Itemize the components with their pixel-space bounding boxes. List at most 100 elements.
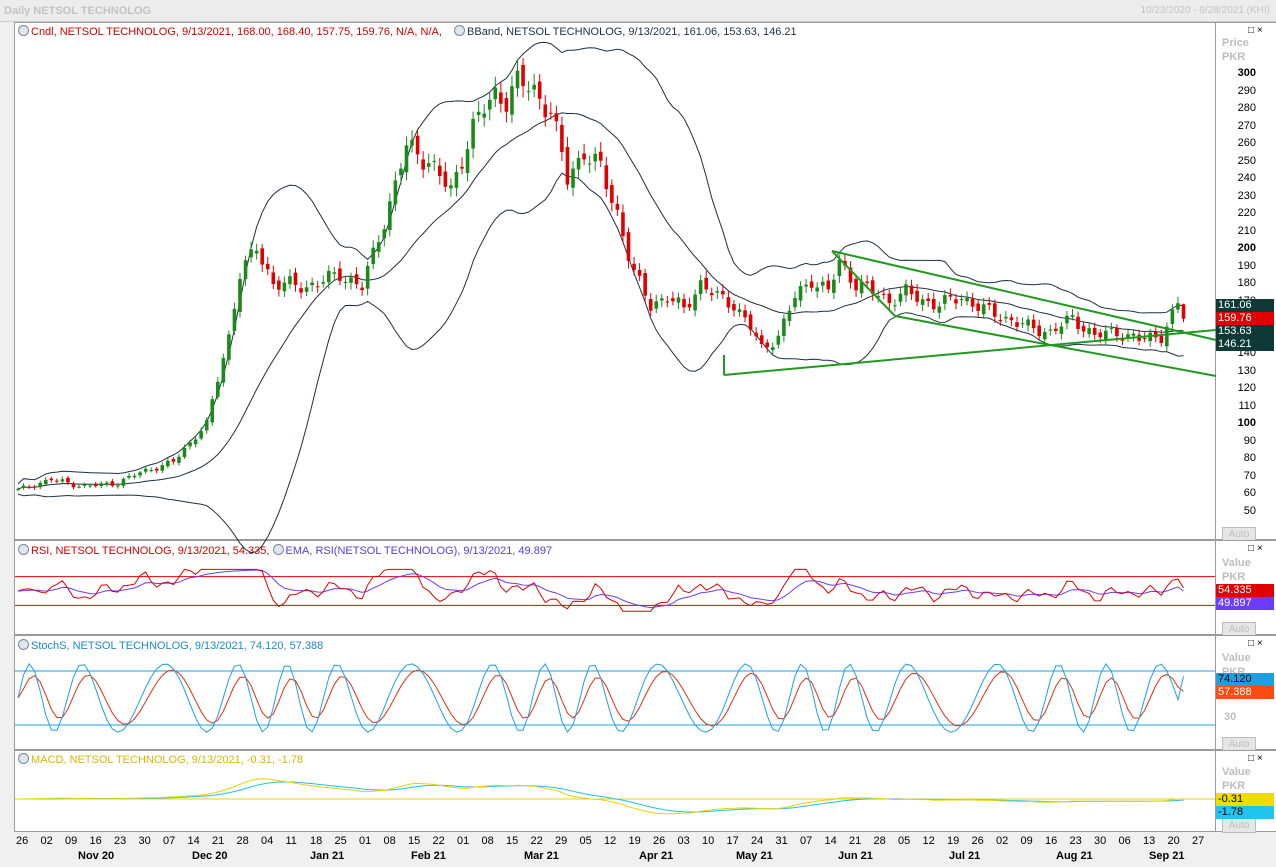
candle-body	[987, 302, 992, 305]
candle-body	[854, 278, 858, 291]
date-tick-label: 09	[65, 835, 78, 847]
rsi-pane[interactable]	[14, 540, 1216, 635]
stoch-level-label: 30	[1224, 711, 1237, 723]
candle-body	[105, 482, 109, 485]
price-pane[interactable]	[14, 22, 1216, 540]
date-tick-label: 28	[873, 835, 886, 847]
candle-body	[1142, 337, 1147, 339]
candle-body	[321, 282, 326, 284]
auto-button[interactable]: Auto	[1222, 737, 1256, 752]
date-tick-label: 21	[849, 835, 862, 847]
candle-body	[282, 282, 287, 292]
candle-body	[931, 298, 936, 310]
candle-body	[271, 272, 276, 285]
candle-body	[820, 281, 825, 286]
candle-body	[537, 81, 542, 99]
pane-window-buttons[interactable]: □ ×	[1248, 543, 1263, 554]
indicator-settings-icon[interactable]	[18, 639, 29, 650]
candle-body	[476, 111, 481, 116]
candle-body	[1070, 315, 1075, 317]
price-tick-label: 100	[1237, 417, 1256, 430]
indicator-settings-icon[interactable]	[18, 25, 29, 36]
candle-body	[976, 303, 980, 311]
date-tick-label: 10	[702, 835, 715, 847]
price-tick-label: 180	[1237, 277, 1256, 290]
date-tick-label: 02	[996, 835, 1009, 847]
candle-body	[637, 270, 642, 276]
stoch-pane[interactable]	[14, 635, 1216, 750]
candle-body	[21, 485, 26, 488]
candle-body	[1042, 332, 1047, 340]
indicator-settings-icon[interactable]	[18, 753, 29, 764]
candle-body	[715, 291, 720, 293]
date-tick-label: 16	[1045, 835, 1058, 847]
rsi-line	[17, 568, 1184, 612]
date-axis[interactable]: 26 02 09 16 23 30 07 14 21 28 04 11 18 25 01 08 15 22 01 08…	[14, 832, 1216, 867]
pane-window-buttons[interactable]: □ ×	[1248, 25, 1263, 36]
candle-body	[1181, 304, 1186, 319]
candle-body	[1009, 317, 1014, 321]
candle-body	[388, 201, 392, 231]
candle-body	[654, 301, 659, 309]
candle-body	[1131, 333, 1136, 336]
pane-window-buttons[interactable]: □ ×	[1248, 638, 1263, 649]
candle-body	[510, 86, 514, 115]
price-scale[interactable]: Price PKR 506070809010011012013014015016…	[1216, 22, 1276, 542]
indicator-settings-icon[interactable]	[18, 544, 29, 555]
month-label: Mar 21	[524, 850, 559, 862]
date-tick-label: 03	[677, 835, 690, 847]
candle-body	[193, 439, 198, 445]
pane-window-buttons[interactable]: □ ×	[1248, 753, 1263, 764]
indicator-settings-icon[interactable]	[272, 544, 284, 555]
date-tick-label: 22	[432, 835, 445, 847]
date-tick-label: 01	[359, 835, 372, 847]
candle-body	[998, 319, 1003, 322]
candle-body	[55, 480, 59, 482]
stoch-legend-text: StochS, NETSOL TECHNOLOG, 9/13/2021, 74.…	[31, 640, 324, 652]
candle-body	[199, 431, 203, 439]
candle-body	[543, 104, 548, 118]
candle-body	[754, 332, 758, 337]
candle-body	[1054, 328, 1058, 331]
stoch-legend: StochS, NETSOL TECHNOLOG, 9/13/2021, 74.…	[18, 639, 323, 652]
candle-body	[1159, 335, 1164, 344]
candle-body	[682, 298, 686, 308]
candle-body	[449, 185, 453, 189]
candle-body	[132, 475, 137, 478]
candle-body	[959, 299, 964, 301]
date-tick-label: 25	[334, 835, 347, 847]
month-label: May 21	[736, 850, 773, 862]
macd-line	[17, 778, 1184, 815]
candle-body	[859, 281, 864, 294]
macd-pane[interactable]	[14, 750, 1216, 832]
candle-body	[698, 280, 703, 294]
candle-body	[565, 147, 570, 185]
indicator-settings-icon[interactable]	[454, 25, 466, 36]
candle-body	[526, 91, 531, 93]
month-label: Jan 21	[310, 850, 345, 862]
candle-body	[149, 470, 153, 472]
candle-body	[43, 479, 48, 485]
candle-body	[1120, 338, 1125, 341]
price-tick-label: 210	[1237, 224, 1256, 237]
candle-body	[776, 335, 781, 345]
candle-body	[532, 84, 536, 90]
date-tick-label: 24	[751, 835, 764, 847]
price-tick-label: 240	[1237, 172, 1256, 185]
candle-body	[660, 298, 664, 301]
window-title: Daily NETSOL TECHNOLOG	[4, 5, 152, 17]
candle-body	[499, 92, 503, 104]
month-label: Jul 21	[949, 850, 981, 862]
date-tick-label: 07	[163, 835, 176, 847]
candle-body	[1170, 309, 1175, 324]
date-tick-label: 19	[628, 835, 641, 847]
candle-body	[365, 265, 370, 289]
candle-body	[349, 277, 353, 283]
trend-line	[723, 329, 1217, 376]
candle-body	[310, 282, 314, 286]
candle-body	[77, 486, 81, 488]
trend-line	[894, 315, 1217, 377]
candle-body	[487, 99, 492, 110]
candle-body	[893, 305, 897, 307]
candle-body	[560, 124, 564, 153]
